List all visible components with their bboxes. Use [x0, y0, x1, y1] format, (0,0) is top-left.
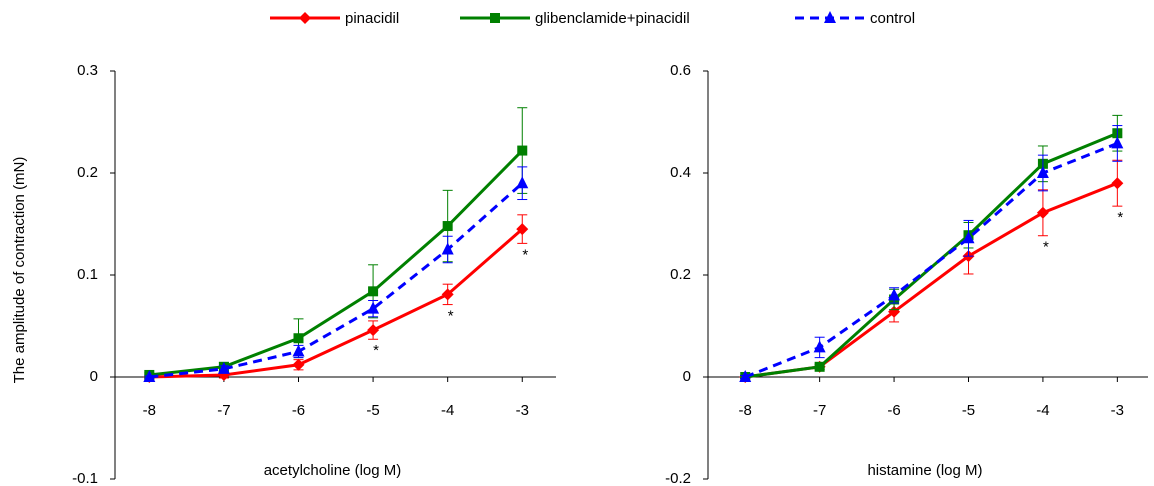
- x-tick-label: -8: [143, 402, 156, 419]
- data-point: [516, 176, 529, 189]
- x-tick-label: -6: [292, 402, 305, 419]
- x-axis-label: histamine (log M): [867, 462, 982, 479]
- significance-mark: *: [448, 308, 454, 325]
- data-point: [517, 145, 528, 156]
- legend-label: pinacidil: [345, 10, 399, 27]
- data-point: [442, 221, 453, 232]
- x-tick-label: -4: [1036, 402, 1049, 419]
- data-point: [368, 286, 379, 297]
- data-point: [441, 288, 454, 301]
- data-point: [293, 333, 304, 344]
- data-point: [962, 231, 975, 244]
- data-point: [888, 288, 901, 301]
- series-line: [149, 182, 524, 379]
- y-tick-label: 0.2: [77, 164, 98, 181]
- data-point: [814, 361, 825, 372]
- y-tick-label: -0.2: [665, 470, 691, 486]
- y-axis-label: The amplitude of contraction (mN): [11, 157, 28, 384]
- data-point: [367, 324, 380, 337]
- series-line: [149, 227, 524, 379]
- y-tick-label: -0.1: [72, 470, 98, 486]
- x-tick-label: -7: [217, 402, 230, 419]
- data-point: [739, 370, 752, 382]
- y-tick-label: 0.1: [77, 266, 98, 283]
- legend-marker: [824, 11, 836, 23]
- significance-mark: *: [373, 342, 379, 359]
- y-tick-label: 0.2: [670, 266, 691, 283]
- x-tick-label: -7: [813, 402, 826, 419]
- y-tick-label: 0: [683, 368, 691, 385]
- x-tick-label: -4: [441, 402, 454, 419]
- x-tick-label: -5: [366, 402, 379, 419]
- series-line: [149, 149, 524, 377]
- x-tick-label: -6: [887, 402, 900, 419]
- data-point: [441, 242, 454, 255]
- data-point: [813, 340, 826, 353]
- series-line: [745, 181, 1118, 379]
- data-point: [292, 358, 305, 371]
- data-point: [888, 305, 901, 318]
- data-point: [367, 301, 380, 314]
- series-line: [745, 131, 1118, 379]
- y-tick-label: 0.4: [670, 164, 691, 181]
- x-tick-label: -3: [1111, 402, 1124, 419]
- significance-mark: *: [522, 246, 528, 263]
- series-line: [744, 142, 1118, 379]
- x-tick-label: -3: [516, 402, 529, 419]
- x-axis-label: acetylcholine (log M): [264, 462, 402, 479]
- data-point: [1111, 177, 1124, 190]
- significance-mark: *: [1043, 239, 1049, 256]
- x-tick-label: -8: [739, 402, 752, 419]
- legend-label: glibenclamide+pinacidil: [535, 10, 690, 27]
- y-tick-label: 0.3: [77, 62, 98, 79]
- data-point: [143, 370, 156, 382]
- data-point: [217, 361, 230, 374]
- data-point: [292, 344, 305, 357]
- significance-mark: *: [1117, 209, 1123, 226]
- legend-marker: [299, 12, 311, 24]
- legend-label: control: [870, 10, 915, 27]
- data-point: [516, 223, 529, 236]
- data-point: [1111, 136, 1124, 149]
- y-tick-label: 0.6: [670, 62, 691, 79]
- data-point: [1036, 166, 1049, 178]
- data-point: [1036, 206, 1049, 219]
- y-tick-label: 0: [90, 368, 98, 385]
- legend-marker: [490, 13, 500, 23]
- x-tick-label: -5: [962, 402, 975, 419]
